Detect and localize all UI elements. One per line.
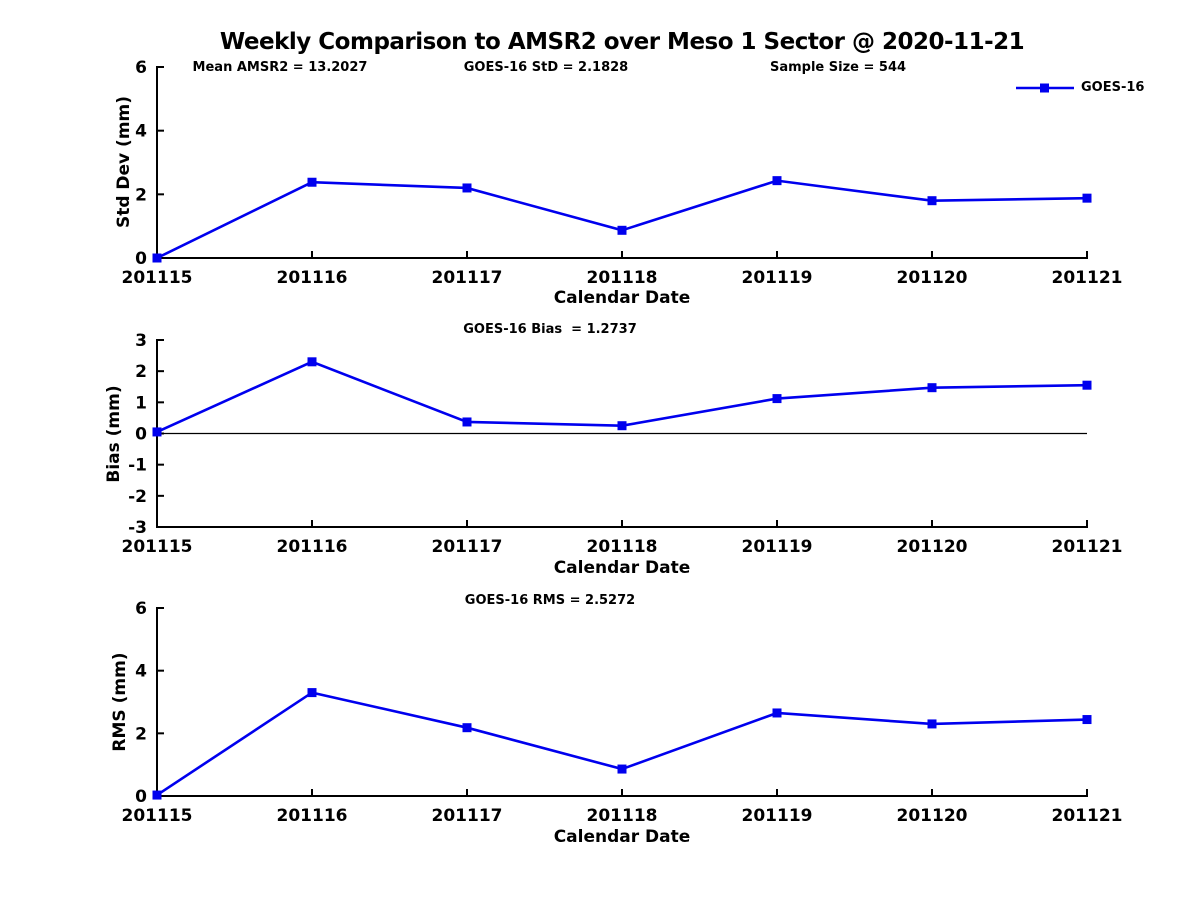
x-tick-label: 201120 xyxy=(897,537,968,557)
data-point-marker xyxy=(462,723,472,733)
y-tick-label: -2 xyxy=(128,487,147,507)
x-tick-label: 201117 xyxy=(432,806,503,826)
x-tick-label: 201119 xyxy=(742,537,813,557)
x-tick-label: 201116 xyxy=(277,537,348,557)
bias-chart-title: GOES-16 Bias = 1.2737 xyxy=(463,322,637,337)
data-line xyxy=(156,179,1088,260)
data-line xyxy=(156,691,1088,797)
y-tick-label: 6 xyxy=(135,58,147,78)
x-tick-label: 201115 xyxy=(122,268,193,288)
y-tick-label: 2 xyxy=(135,185,147,205)
y-tick-label: 2 xyxy=(135,362,147,382)
y-tick-label: 6 xyxy=(135,599,147,619)
data-point-marker xyxy=(1082,715,1092,725)
data-point-marker xyxy=(617,225,627,235)
y-tick-label: 4 xyxy=(135,662,147,682)
data-point-marker xyxy=(152,790,162,800)
x-tick-label: 201121 xyxy=(1052,268,1123,288)
x-tick-label: 201121 xyxy=(1052,537,1123,557)
annotation-sample-size: Sample Size = 544 xyxy=(769,60,907,75)
y-tick-label: -1 xyxy=(128,456,147,476)
y-tick-label: -3 xyxy=(128,518,147,538)
data-point-marker xyxy=(772,394,782,404)
y-tick-label: 0 xyxy=(135,425,147,445)
data-point-marker xyxy=(1082,380,1092,390)
x-tick-label: 201115 xyxy=(122,537,193,557)
x-tick-label: 201116 xyxy=(277,268,348,288)
x-tick-label: 201117 xyxy=(432,537,503,557)
data-point-marker xyxy=(307,177,317,187)
legend: GOES-16 xyxy=(1016,80,1144,95)
bias-x-axis-label: Calendar Date xyxy=(553,558,691,578)
data-point-marker xyxy=(617,421,627,431)
x-tick-label: 201118 xyxy=(587,268,658,288)
x-tick-label: 201115 xyxy=(122,806,193,826)
x-tick-label: 201116 xyxy=(277,806,348,826)
annotation-mean-amsr2: Mean AMSR2 = 13.2027 xyxy=(192,60,368,75)
figure-title: Weekly Comparison to AMSR2 over Meso 1 S… xyxy=(219,29,1025,55)
x-tick-label: 201119 xyxy=(742,806,813,826)
data-point-marker xyxy=(927,383,937,393)
data-point-marker xyxy=(617,764,627,774)
x-tick-label: 201121 xyxy=(1052,806,1123,826)
y-tick-label: 1 xyxy=(135,393,147,413)
data-point-marker xyxy=(1082,193,1092,203)
x-tick-label: 201118 xyxy=(587,537,658,557)
data-point-marker xyxy=(152,253,162,263)
data-point-marker xyxy=(772,176,782,186)
y-tick-label: 0 xyxy=(135,787,147,807)
rms-x-axis-label: Calendar Date xyxy=(553,827,691,847)
rms-chart-title: GOES-16 RMS = 2.5272 xyxy=(464,593,636,608)
y-tick-label: 0 xyxy=(135,249,147,269)
y-tick-label: 4 xyxy=(135,122,147,142)
data-point-marker xyxy=(462,183,472,193)
x-tick-label: 201117 xyxy=(432,268,503,288)
data-point-marker xyxy=(462,417,472,427)
x-tick-label: 201120 xyxy=(897,806,968,826)
x-tick-label: 201119 xyxy=(742,268,813,288)
x-tick-label: 201120 xyxy=(897,268,968,288)
legend-marker-icon xyxy=(1040,83,1049,92)
data-point-marker xyxy=(772,708,782,718)
legend-line-marker-icon xyxy=(1016,83,1074,92)
data-point-marker xyxy=(152,427,162,437)
legend-label: GOES-16 xyxy=(1081,80,1145,95)
annotation-goes16-std: GOES-16 StD = 2.1828 xyxy=(463,60,629,75)
y-tick-label: 2 xyxy=(135,724,147,744)
y-tick-label: 3 xyxy=(135,331,147,351)
stddev-x-axis-label: Calendar Date xyxy=(553,288,691,308)
data-point-marker xyxy=(307,357,317,367)
data-point-marker xyxy=(307,688,317,698)
data-point-marker xyxy=(927,196,937,206)
x-tick-label: 201118 xyxy=(587,806,658,826)
data-point-marker xyxy=(927,719,937,729)
